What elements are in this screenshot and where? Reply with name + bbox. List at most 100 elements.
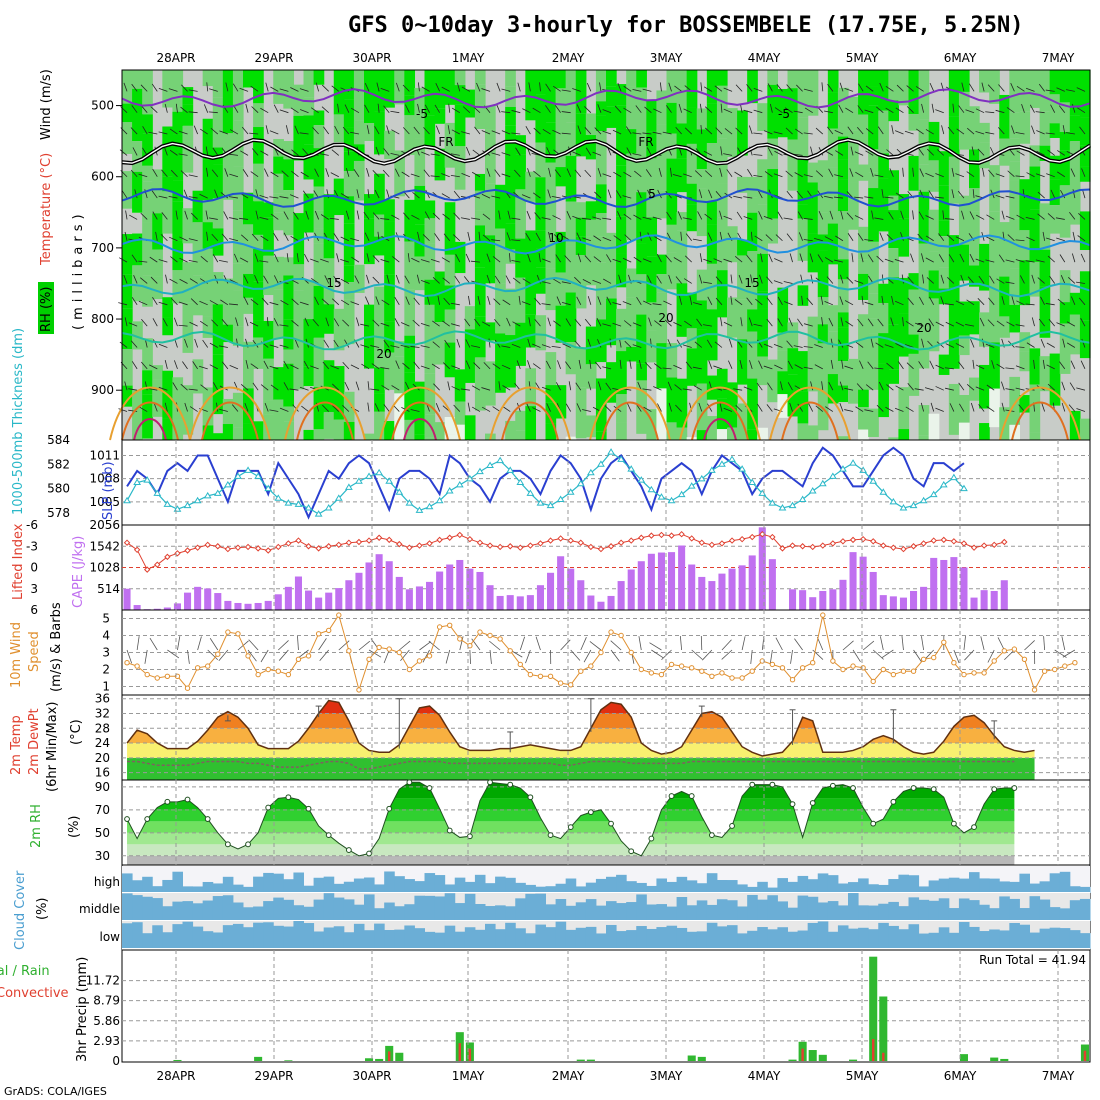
rh-cell (696, 300, 708, 330)
wind-barb (658, 167, 662, 177)
wind-barb (584, 127, 592, 135)
rh-cell (313, 337, 325, 388)
wind-barb (269, 409, 279, 412)
rh-cell (1069, 314, 1081, 355)
cloud-bar (293, 872, 304, 893)
wind-barb (323, 126, 330, 135)
wind-barb (158, 87, 168, 92)
wind-barb (902, 317, 904, 327)
wind-barb (979, 317, 985, 327)
wind-barb (955, 343, 965, 348)
rh-cell (474, 225, 486, 268)
wind-barb (456, 338, 461, 348)
wind-barb (692, 366, 702, 370)
rh-cell (646, 217, 658, 257)
cloud-bar (545, 886, 557, 893)
rh-cell (807, 316, 819, 347)
wind10m-barb (209, 638, 219, 651)
rh-cell (152, 276, 163, 300)
cloud-bar (293, 905, 304, 921)
wind-barb (763, 216, 773, 220)
wind-barb (978, 275, 985, 284)
wind-barb (210, 127, 219, 135)
wind-barb (856, 383, 864, 391)
rh-cell (414, 434, 426, 440)
rh-cell (152, 379, 163, 417)
rh-cell (485, 105, 496, 130)
wind10m-point (779, 665, 786, 671)
wind-barb (662, 367, 672, 370)
cloud-bar (374, 908, 385, 921)
wind-barb (455, 253, 461, 263)
rh-cell (283, 275, 295, 320)
wind-barb (131, 83, 138, 92)
wind-barb (753, 109, 763, 114)
wind-barb (372, 276, 380, 284)
wind-barb (884, 196, 894, 199)
rh-cell (646, 158, 658, 177)
precip-total-bar (284, 1060, 293, 1061)
rh-cell (273, 367, 284, 400)
wind-barb (1016, 150, 1025, 156)
wind10m-point (426, 653, 433, 659)
rh-cell (353, 70, 365, 121)
wind-barb (138, 260, 148, 263)
thickness-point (899, 504, 908, 511)
rh-cell (303, 279, 315, 320)
wind-barb (324, 275, 330, 284)
wind-barb (599, 82, 602, 92)
wind-barb (996, 363, 1005, 370)
wind-barb (375, 296, 380, 305)
wind-barb (451, 129, 460, 135)
rh-cell (1009, 376, 1021, 425)
wind-barb (301, 405, 309, 412)
wind-barb (304, 253, 309, 263)
wind-barb (188, 89, 198, 92)
wind-barb (1045, 132, 1055, 135)
rh-cell (848, 130, 859, 164)
wind-barb (801, 295, 804, 305)
wind10m-tick-label: 5 (102, 612, 110, 626)
wind-barb (1047, 255, 1055, 263)
cape-bar (516, 596, 524, 610)
rh-cell (1029, 145, 1041, 167)
wind-barb (259, 260, 269, 263)
wind-barb (325, 317, 330, 327)
wind10m-barb (852, 649, 861, 663)
rh-cell (434, 422, 446, 440)
wind-barb (884, 258, 894, 263)
rh-cell (716, 398, 728, 430)
wind-barb (748, 125, 753, 135)
wind-barb (733, 195, 743, 199)
wind-barb (797, 318, 803, 327)
thickness-point (808, 487, 817, 494)
wind-barb (329, 217, 339, 220)
wind-barb (481, 88, 491, 92)
cape-bar (758, 527, 766, 610)
date-label-bottom: 4MAY (748, 1069, 781, 1083)
run-total: Run Total = 41.94 (979, 953, 1086, 967)
cloud-bar (626, 881, 637, 893)
rh-cell (1049, 155, 1061, 180)
wind-barb (921, 103, 925, 113)
wind-barb (824, 236, 834, 242)
wind-barb (653, 386, 662, 391)
wind10m-point (245, 653, 251, 659)
rh-cell (495, 184, 506, 229)
rh-cell (464, 306, 476, 330)
rh-cell (888, 170, 900, 196)
date-label-bottom: 3MAY (650, 1069, 683, 1083)
wind-barb (574, 319, 582, 327)
rh-cell (313, 125, 325, 149)
lifted-index-point (638, 534, 645, 541)
wind-barb (633, 214, 642, 220)
wind-barb (345, 210, 350, 220)
rh-cell (575, 113, 587, 157)
wind10m-point (1041, 668, 1048, 674)
rh-cell (485, 183, 496, 236)
wind-barb (1046, 173, 1055, 178)
rh-cell (777, 371, 789, 395)
cloud-bar (837, 883, 849, 893)
